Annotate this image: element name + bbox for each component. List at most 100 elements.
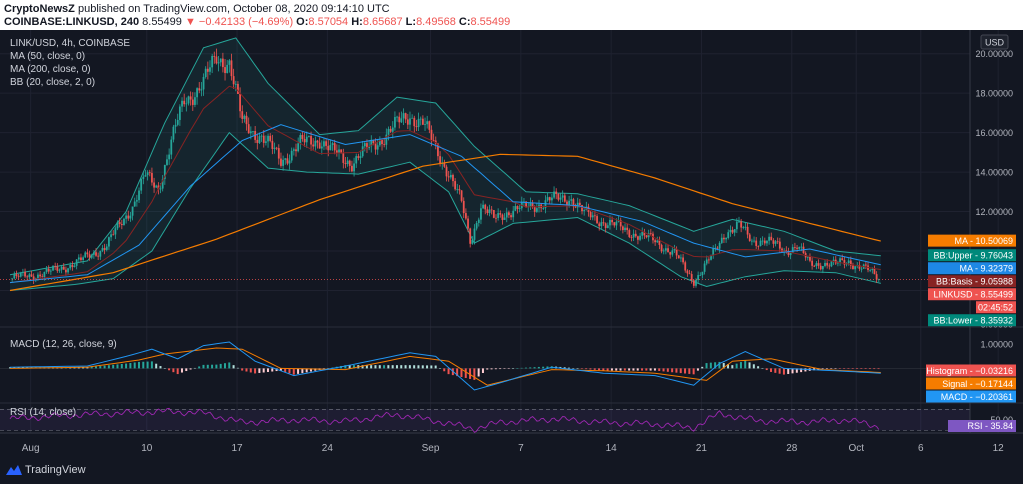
candle-body [232, 76, 235, 85]
bb-fill [10, 37, 881, 291]
candle-body [813, 265, 816, 267]
macd-histogram-bar [9, 367, 11, 369]
candle-body [49, 270, 52, 272]
candle-body [613, 222, 616, 226]
macd-histogram-bar [215, 364, 218, 369]
macd-histogram-bar [477, 368, 480, 377]
candle-body [495, 217, 497, 219]
macd-histogram-bar [851, 368, 854, 369]
candle-body [355, 156, 358, 164]
macd-histogram-bar [873, 368, 876, 370]
candle-body [271, 140, 274, 149]
candle-body [817, 263, 820, 266]
candle-body [219, 58, 222, 63]
publisher-name[interactable]: CryptoNewsZ [4, 3, 75, 15]
macd-histogram-bar [305, 368, 308, 373]
candle-body [333, 143, 336, 151]
tradingview-logo-icon [6, 465, 22, 476]
candle-body [873, 268, 876, 275]
candle-body [662, 250, 665, 252]
candle-body [282, 159, 285, 166]
legend-rsi: RSI (14, close) [10, 407, 76, 418]
rsi-label-tag: RSI - 35.84 [948, 420, 1016, 432]
macd-histogram-bar [825, 368, 828, 369]
candle-body [621, 226, 624, 231]
price-label-bg [928, 262, 1016, 275]
candle-body [120, 223, 123, 226]
price-label-text: BB:Lower - 8.35932 [933, 316, 1013, 326]
candle-body [781, 248, 783, 253]
bb-upper-line [9, 37, 881, 276]
high-value: 8.65687 [362, 16, 403, 28]
macd-histogram-bar [258, 368, 261, 373]
macd-histogram-bar [116, 364, 119, 369]
price-label-bg [928, 249, 1016, 262]
candle-body [161, 179, 164, 189]
last-price: 8.55499 [142, 16, 182, 28]
candle-body [437, 143, 439, 157]
macd-histogram-bar [696, 368, 699, 371]
tradingview-brand[interactable]: TradingView [6, 464, 86, 476]
candle-body [123, 218, 125, 226]
price-axis[interactable]: 20.00000 18.00000 16.00000 14.00000 12.00000… [926, 49, 1016, 432]
candle-body [486, 209, 489, 213]
macd-histogram-bar [735, 363, 738, 369]
macd-histogram-bar [99, 366, 102, 369]
chart-area[interactable]: 20.00000 18.00000 16.00000 14.00000 12.00000… [0, 30, 1023, 460]
candle-body [153, 182, 155, 188]
candle-body [67, 268, 69, 273]
candle-body [645, 235, 648, 238]
macd-histogram-bar [159, 366, 162, 369]
candle-body [252, 130, 254, 132]
symbol-label: COINBASE:LINKUSD, 240 [4, 16, 140, 28]
candle-body [378, 139, 381, 146]
candle-body [301, 135, 304, 139]
candle-body [849, 260, 852, 266]
macd-histogram-bar [602, 368, 605, 371]
macd-histogram-bar [572, 368, 575, 369]
candle-body [56, 266, 59, 271]
candle-body [819, 265, 822, 270]
candle-body [454, 181, 457, 190]
macd-histogram-bar [761, 368, 764, 369]
macd-histogram-bar [507, 368, 510, 369]
macd-histogram-bar [821, 368, 824, 369]
macd-histogram-bar [211, 364, 214, 369]
time-axis[interactable]: Aug 10 17 24 Sep 7 14 21 28 Oct 6 12 [22, 443, 1004, 454]
macd-histogram-bar [86, 367, 89, 369]
candle-body [606, 225, 609, 228]
candle-body [615, 221, 618, 226]
candle-body [664, 248, 667, 251]
candle-body [88, 254, 91, 258]
candle-body [196, 88, 198, 98]
macd-label-tag: Signal - −0.17144 [926, 377, 1016, 390]
macd-histogram-bar [232, 365, 235, 369]
candle-body [761, 240, 764, 242]
candle-body [77, 257, 80, 260]
time-tick-label: 7 [518, 443, 524, 454]
candle-body [402, 113, 405, 119]
currency-tag[interactable]: USD [980, 34, 1009, 50]
macd-histogram-bar [714, 362, 717, 369]
candle-body [176, 119, 179, 125]
macd-histogram-bar [279, 368, 282, 371]
macd-histogram-bar [481, 368, 484, 373]
candle-body [510, 215, 512, 218]
candle-body [604, 223, 607, 228]
candle-body [690, 274, 693, 281]
candle-body [643, 231, 646, 236]
macd-label-bg [926, 390, 1016, 403]
rsi-label-text: RSI - 35.84 [967, 421, 1013, 431]
candle-body [632, 233, 635, 238]
candle-body [209, 67, 211, 72]
candle-body [363, 143, 366, 147]
macd-histogram-bar [90, 366, 93, 369]
candle-body [464, 213, 467, 219]
candle-body [168, 154, 171, 160]
legend-ma50: MA (50, close, 0) [10, 51, 85, 62]
rsi-line [9, 407, 880, 433]
macd-histogram-bar [795, 368, 798, 373]
candle-body [548, 197, 551, 201]
macd-histogram-bar [150, 361, 153, 369]
candle-body [114, 228, 117, 235]
